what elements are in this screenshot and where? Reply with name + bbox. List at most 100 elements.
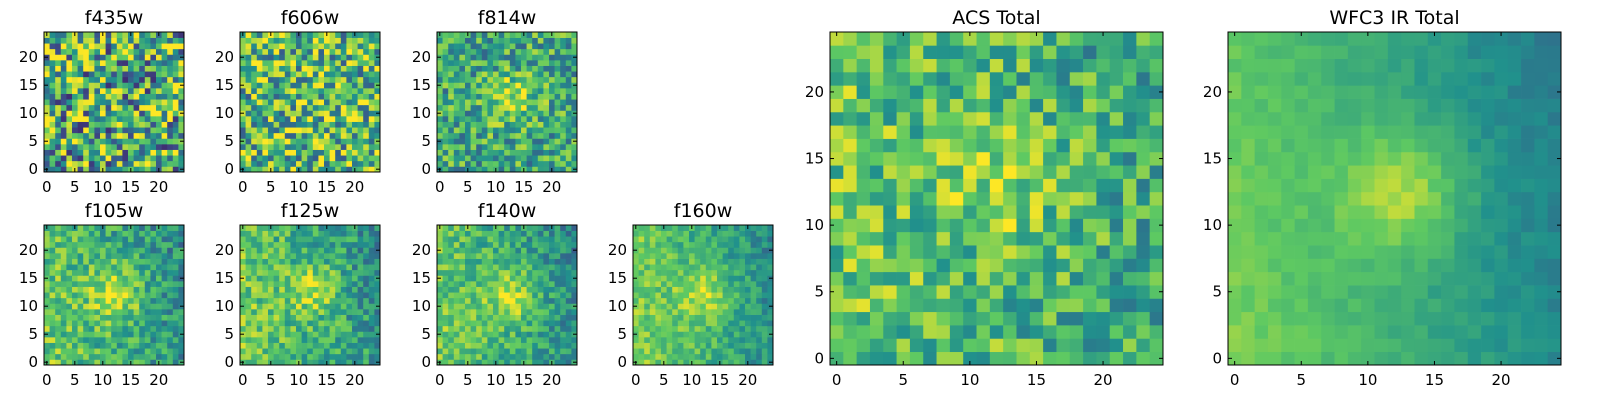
heatmap-cell [734, 247, 740, 253]
heatmap-cell [330, 259, 336, 265]
heatmap-cell [538, 236, 544, 242]
heatmap-cell [134, 275, 140, 281]
heatmap-cell [257, 66, 263, 72]
heatmap-cell [571, 270, 577, 276]
heatmap-cell [566, 247, 572, 253]
heatmap-cell [246, 155, 252, 161]
heatmap-cell [1136, 232, 1150, 246]
heatmap-cell [313, 309, 319, 315]
heatmap-cell [346, 359, 352, 365]
heatmap-cell [279, 309, 285, 315]
heatmap-cell [106, 127, 112, 133]
heatmap-cell [493, 43, 499, 49]
heatmap-cell [756, 348, 762, 354]
heatmap-cell [963, 179, 977, 193]
heatmap-cell [83, 88, 89, 94]
heatmap-cell [139, 320, 145, 326]
heatmap-cell [560, 127, 566, 133]
heatmap-cell [50, 110, 56, 116]
heatmap-cell [167, 49, 173, 55]
heatmap-cell [504, 161, 510, 167]
heatmap-cell [285, 337, 291, 343]
heatmap-cell [459, 331, 465, 337]
heatmap-cell [145, 247, 151, 253]
heatmap-cell [487, 155, 493, 161]
heatmap-cell [650, 354, 656, 360]
heatmap-cell [139, 298, 145, 304]
heatmap-cell [117, 133, 123, 139]
heatmap-cell [106, 32, 112, 38]
heatmap-cell [963, 325, 977, 339]
heatmap-cell [94, 99, 100, 105]
heatmap-cell [739, 309, 745, 315]
y-tick-label: 20 [215, 48, 234, 66]
heatmap-cell [493, 270, 499, 276]
heatmap-cell [437, 127, 443, 133]
heatmap-cell [128, 253, 134, 259]
heatmap-cell [510, 32, 516, 38]
heatmap-cell [689, 309, 695, 315]
heatmap-cell [61, 236, 67, 242]
heatmap-cell [341, 99, 347, 105]
heatmap-cell [672, 253, 678, 259]
heatmap-cell [555, 359, 561, 365]
heatmap-cell [150, 354, 156, 360]
heatmap-cell [560, 343, 566, 349]
heatmap-cell [504, 348, 510, 354]
heatmap-cell [369, 242, 375, 248]
heatmap-cell [756, 292, 762, 298]
heatmap-cell [527, 259, 533, 265]
heatmap-cell [302, 247, 308, 253]
heatmap-cell [471, 326, 477, 332]
heatmap-cell [122, 71, 128, 77]
heatmap-cell [857, 165, 871, 179]
heatmap-cell [1056, 218, 1070, 232]
heatmap-cell [1016, 325, 1030, 339]
heatmap-cell [695, 231, 701, 237]
heatmap-cell [363, 331, 369, 337]
heatmap-cell [549, 242, 555, 248]
heatmap-cell [476, 242, 482, 248]
heatmap-cell [274, 236, 280, 242]
heatmap-cell [1136, 298, 1150, 312]
heatmap-cell [150, 66, 156, 72]
heatmap-cell [122, 242, 128, 248]
heatmap-cell [454, 150, 460, 156]
heatmap-cell [448, 287, 454, 293]
heatmap-cell [134, 49, 140, 55]
heatmap-cell [683, 270, 689, 276]
heatmap-cell [437, 231, 443, 237]
heatmap-cell [162, 43, 168, 49]
heatmap-cell [937, 245, 951, 259]
heatmap-cell [923, 272, 937, 286]
heatmap-cell [454, 94, 460, 100]
heatmap-cell [700, 287, 706, 293]
heatmap-cell [767, 264, 773, 270]
heatmap-cell [493, 303, 499, 309]
heatmap-cell [369, 281, 375, 287]
heatmap-cell [262, 242, 268, 248]
heatmap-cell [89, 326, 95, 332]
heatmap-cell [515, 60, 521, 66]
heatmap-cell [369, 110, 375, 116]
heatmap-cell [78, 32, 84, 38]
heatmap-cell [134, 110, 140, 116]
x-tick-label: 20 [345, 178, 364, 196]
heatmap-cell [145, 94, 151, 100]
heatmap-cell [543, 264, 549, 270]
heatmap-cell [111, 326, 117, 332]
heatmap-cell [72, 133, 78, 139]
heatmap-cell [728, 242, 734, 248]
heatmap-cell [555, 242, 561, 248]
heatmap-cell [150, 144, 156, 150]
heatmap-cell [538, 309, 544, 315]
heatmap-cell [493, 66, 499, 72]
heatmap-cell [459, 281, 465, 287]
heatmap-cell [145, 110, 151, 116]
heatmap-cell [167, 359, 173, 365]
heatmap-cell [857, 258, 871, 272]
heatmap-cell [145, 155, 151, 161]
heatmap-cell [476, 166, 482, 172]
heatmap-cell [448, 110, 454, 116]
heatmap-cell [883, 338, 897, 352]
